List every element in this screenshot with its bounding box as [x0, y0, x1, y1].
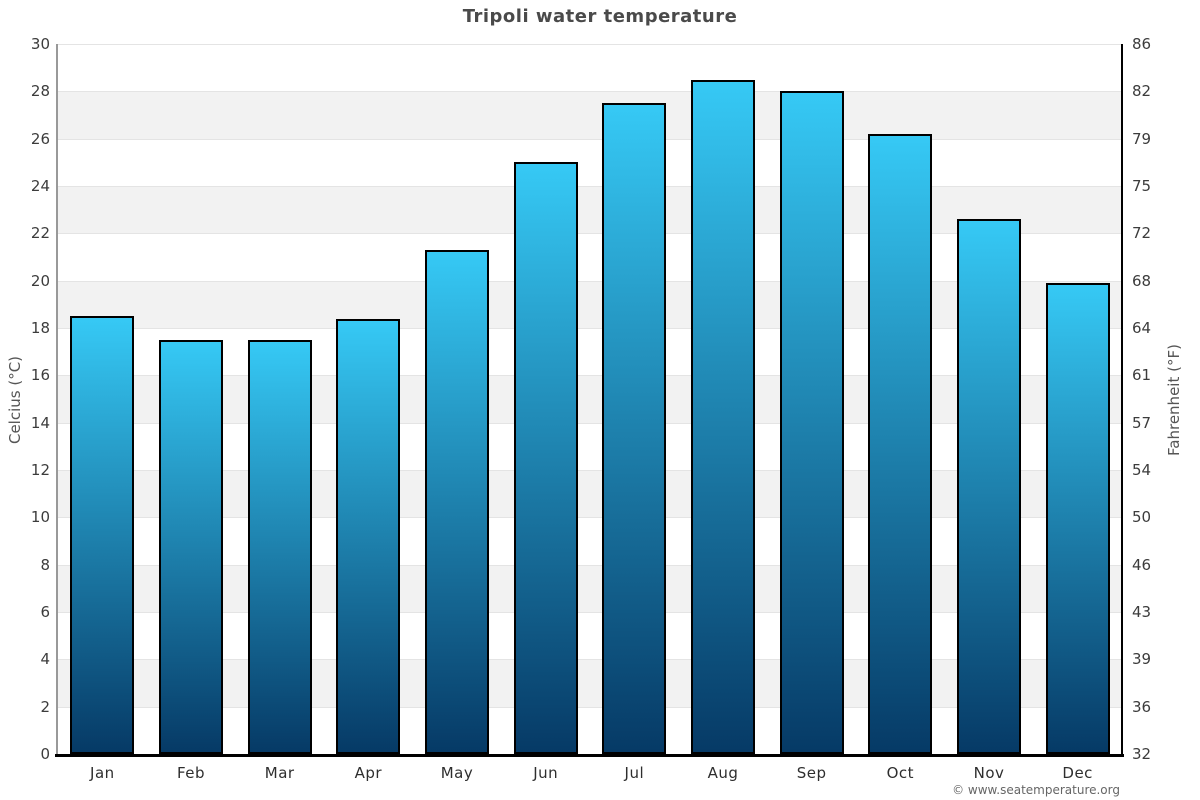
plot-background-band: [58, 564, 1122, 612]
plot-area: [58, 44, 1122, 754]
x-tick-month: Dec: [1062, 764, 1093, 782]
bar-apr: [336, 318, 401, 754]
bar-dec: [1045, 283, 1110, 754]
y-tick-celsius: 30: [30, 35, 50, 53]
plot-background-band: [58, 138, 1122, 186]
bar-oct: [868, 133, 933, 754]
x-tick-month: Nov: [973, 764, 1005, 782]
bar-nov: [957, 219, 1021, 754]
x-tick-month: Jul: [624, 764, 645, 782]
plot-background-band: [58, 233, 1122, 281]
gridline: [58, 328, 1122, 329]
bar-aug: [691, 79, 755, 754]
y-tick-celsius: 14: [30, 413, 50, 432]
x-tick-month: May: [440, 764, 474, 782]
x-tick-month: Oct: [886, 764, 915, 782]
y-tick-celsius: 6: [40, 603, 50, 621]
plot-background-band: [58, 659, 1122, 707]
bar-jun: [513, 162, 578, 754]
bar-jan: [70, 316, 135, 754]
y-tick-celsius: 0: [40, 745, 50, 763]
y-tick-celsius: 24: [30, 177, 50, 195]
y-tick-celsius: 20: [30, 271, 50, 290]
y-tick-fahrenheit: 36: [1132, 697, 1152, 716]
y-tick-fahrenheit: 61: [1132, 366, 1152, 385]
bar-may: [425, 249, 489, 754]
x-tick-month: Mar: [264, 764, 295, 782]
plot-background-band: [58, 422, 1122, 470]
y-tick-celsius: 4: [40, 650, 50, 669]
plot-background-band: [58, 44, 1122, 92]
y-tick-fahrenheit: 50: [1132, 508, 1152, 527]
y-tick-celsius: 26: [30, 129, 50, 148]
plot-background-band: [58, 91, 1122, 139]
plot-background-band: [58, 706, 1122, 754]
y-tick-fahrenheit: 32: [1132, 745, 1152, 763]
y-tick-fahrenheit: 86: [1132, 35, 1152, 53]
y-axis-label-fahrenheit: Fahrenheit (°F): [1165, 344, 1183, 456]
x-tick-month: Aug: [707, 764, 739, 782]
gridline: [58, 186, 1122, 187]
plot-background-band: [58, 186, 1122, 234]
gridline: [58, 138, 1122, 140]
plot-background-band: [58, 280, 1122, 328]
gridline: [58, 706, 1122, 708]
y-tick-celsius: 22: [30, 224, 50, 243]
chart-title: Tripoli water temperature: [462, 6, 738, 27]
gridline: [58, 44, 1122, 45]
gridline: [58, 517, 1122, 519]
y-tick-fahrenheit: 75: [1132, 177, 1152, 195]
y-tick-fahrenheit: 43: [1132, 603, 1152, 621]
y-tick-celsius: 8: [40, 555, 50, 574]
x-tick-month: Jan: [90, 764, 115, 782]
gridline: [58, 233, 1122, 235]
x-tick-month: Sep: [796, 764, 827, 782]
gridline: [58, 659, 1122, 661]
right-axis-line: [1121, 44, 1123, 757]
bar-mar: [247, 339, 312, 754]
plot-background-band: [58, 328, 1122, 376]
y-tick-celsius: 18: [30, 319, 50, 337]
bar-sep: [779, 91, 844, 754]
plot-background-band: [58, 470, 1122, 518]
plot-background-band: [58, 612, 1122, 660]
y-tick-fahrenheit: 46: [1132, 555, 1152, 574]
y-tick-celsius: 12: [30, 461, 50, 479]
y-tick-celsius: 16: [30, 366, 50, 385]
y-tick-celsius: 2: [40, 697, 50, 716]
copyright-credit: © www.seatemperature.org: [952, 783, 1120, 797]
gridline: [58, 375, 1122, 377]
y-tick-fahrenheit: 57: [1132, 413, 1152, 432]
gridline: [58, 422, 1122, 424]
y-tick-fahrenheit: 82: [1132, 82, 1152, 101]
x-tick-month: Feb: [176, 764, 206, 782]
gridline: [58, 564, 1122, 566]
y-tick-fahrenheit: 72: [1132, 224, 1152, 243]
y-tick-fahrenheit: 68: [1132, 271, 1152, 290]
gridline: [58, 612, 1122, 613]
gridline: [58, 91, 1122, 93]
plot-background-band: [58, 517, 1122, 565]
left-axis-line: [56, 44, 58, 757]
y-tick-celsius: 10: [30, 508, 50, 527]
gridline: [58, 280, 1122, 282]
y-tick-fahrenheit: 64: [1132, 319, 1152, 337]
gridline: [58, 470, 1122, 471]
y-tick-fahrenheit: 54: [1132, 461, 1152, 479]
bar-feb: [159, 339, 223, 754]
y-tick-fahrenheit: 79: [1132, 129, 1152, 148]
y-tick-celsius: 28: [30, 82, 50, 101]
x-tick-month: Apr: [354, 764, 383, 782]
plot-background-band: [58, 375, 1122, 423]
y-tick-fahrenheit: 39: [1132, 650, 1152, 669]
bar-jul: [602, 103, 667, 754]
bottom-axis-line: [55, 754, 1124, 757]
x-tick-month: Jun: [533, 764, 559, 782]
